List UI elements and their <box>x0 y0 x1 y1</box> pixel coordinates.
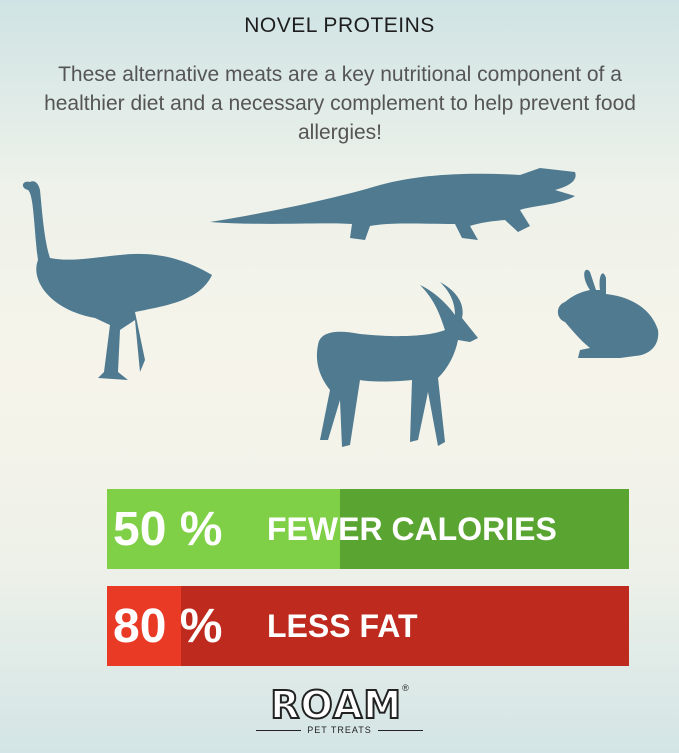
stat-label: FEWER CALORIES <box>267 510 557 547</box>
stat-label: LESS FAT <box>267 607 418 644</box>
page-title: NOVEL PROTEINS <box>244 14 435 37</box>
rabbit-icon <box>557 269 659 358</box>
stat-bar-fat: 80 % LESS FAT <box>107 586 629 666</box>
stat-percent: 50 % <box>113 502 223 556</box>
registered-mark: ® <box>402 683 409 693</box>
stat-bar-calories: 50 % FEWER CALORIES <box>107 489 629 569</box>
stat-bar-highlight <box>107 586 181 666</box>
logo-tagline: PET TREATS <box>0 725 679 735</box>
stat-percent: 80 % <box>113 599 223 653</box>
crocodile-icon <box>210 168 576 240</box>
stat-bar-highlight <box>107 489 340 569</box>
logo-wordmark: ROAM <box>269 682 403 728</box>
ostrich-icon <box>22 181 213 380</box>
subtitle: These alternative meats are a key nutrit… <box>44 63 636 144</box>
gazelle-icon <box>316 282 478 447</box>
animals-illustration <box>22 168 659 447</box>
roam-logo: ROAM® PET TREATS <box>0 682 679 735</box>
